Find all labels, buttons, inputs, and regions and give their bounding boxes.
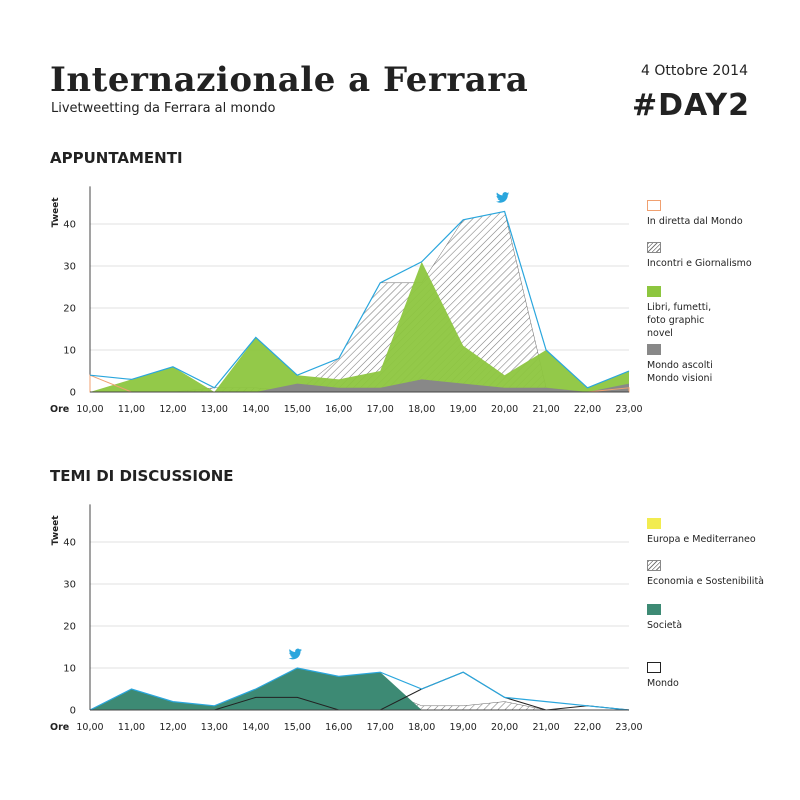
x-tick-label: 22,00: [574, 722, 601, 733]
y-tick-label: 20: [63, 304, 76, 315]
x-axis-label: Ore: [50, 722, 69, 733]
legend-label: Libri, fumetti, foto graphic novel: [647, 302, 712, 339]
series-area-societ-: [90, 668, 629, 710]
page-subtitle: Livetweetting da Ferrara al mondo: [51, 101, 276, 116]
x-tick-label: 13,00: [201, 722, 228, 733]
y-tick-label: 0: [70, 388, 76, 399]
legend-label: Incontri e Giornalismo: [647, 258, 752, 269]
section-title-appuntamenti: APPUNTAMENTI: [50, 149, 183, 167]
legend-item-mondo-ascolti-mondo-visioni: Mondo ascolti Mondo visioni: [647, 344, 727, 385]
x-tick-label: 23,00: [615, 722, 642, 733]
y-tick-label: 30: [63, 262, 76, 273]
legend-label: In diretta dal Mondo: [647, 216, 743, 227]
legend-label: Società: [647, 620, 683, 631]
day-hashtag: #DAY2: [632, 88, 750, 123]
x-tick-label: 21,00: [532, 404, 559, 415]
twitter-bird-icon: [288, 648, 302, 660]
x-tick-label: 12,00: [159, 404, 186, 415]
legend-swatch: [647, 560, 661, 571]
total-tweets-line: [89, 667, 630, 711]
legend-swatch: [647, 604, 661, 615]
chart-temi-di-discussione: Tweet 0 10 20 30 40 Ore 10,00 11,00 12,00 13,00 14,…: [50, 504, 643, 733]
x-tick-label: 18,00: [408, 404, 435, 415]
x-tick-label: 23,00: [615, 404, 642, 415]
x-tick-label: 15,00: [284, 404, 311, 415]
x-tick-label: 20,00: [491, 722, 518, 733]
x-tick-label: 20,00: [491, 404, 518, 415]
y-tick-label: 30: [63, 580, 76, 591]
legend-item-libri-fumetti-foto-graphic-novel: Libri, fumetti, foto graphic novel: [647, 286, 727, 340]
series-area-mondo-ascolti-mondo-visioni: [90, 379, 629, 392]
legend-item-incontri-e-giornalismo: Incontri e Giornalismo: [647, 242, 752, 270]
section-title-temi: TEMI DI DISCUSSIONE: [50, 467, 234, 485]
legend-swatch: [647, 200, 661, 211]
y-axis-label: Tweet: [51, 515, 61, 546]
x-tick-label: 14,00: [242, 722, 269, 733]
x-tick-label: 19,00: [450, 722, 477, 733]
legend-item-in-diretta-dal-mondo: In diretta dal Mondo: [647, 200, 743, 228]
twitter-bird-icon: [496, 192, 510, 203]
y-tick-label: 20: [63, 622, 76, 633]
legend-item-economia-e-sostenibilit-: Economia e Sostenibilità: [647, 560, 764, 588]
legend-swatch: [647, 518, 661, 529]
y-tick-label: 0: [70, 706, 76, 717]
x-tick-label: 12,00: [159, 722, 186, 733]
x-tick-label: 15,00: [284, 722, 311, 733]
x-axis-label: Ore: [50, 404, 69, 415]
x-tick-label: 14,00: [242, 404, 269, 415]
legend-label: Economia e Sostenibilità: [647, 576, 764, 587]
x-tick-label: 11,00: [118, 722, 145, 733]
y-tick-label: 10: [63, 346, 76, 357]
x-tick-label: 11,00: [118, 404, 145, 415]
legend-swatch: [647, 344, 661, 355]
date-label: 4 Ottobre 2014: [641, 63, 748, 79]
x-tick-label: 17,00: [367, 722, 394, 733]
page-title: Internazionale a Ferrara: [50, 60, 529, 100]
series-area-libri-fumetti-foto-graphic-novel: [90, 261, 629, 392]
legend-label: Mondo ascolti Mondo visioni: [647, 360, 713, 384]
legend-item-europa-e-mediterraneo: Europa e Mediterraneo: [647, 518, 756, 546]
x-tick-label: 13,00: [201, 404, 228, 415]
y-axis-label: Tweet: [51, 197, 61, 228]
x-tick-label: 22,00: [574, 404, 601, 415]
chart-appuntamenti: Tweet 0 10 20 30 40 Ore 10,00 11,00 12,00 13,00 14,…: [50, 186, 643, 415]
x-tick-label: 16,00: [325, 404, 352, 415]
x-tick-label: 18,00: [408, 722, 435, 733]
x-tick-label: 10,00: [76, 404, 103, 415]
legend-label: Mondo: [647, 678, 679, 689]
x-tick-label: 10,00: [76, 722, 103, 733]
legend-item-mondo: Mondo: [647, 662, 679, 690]
x-tick-label: 21,00: [532, 722, 559, 733]
y-tick-label: 40: [63, 538, 76, 549]
x-tick-label: 16,00: [325, 722, 352, 733]
legend-item-societ-: Società: [647, 604, 682, 632]
legend-swatch: [647, 286, 661, 297]
y-tick-label: 10: [63, 664, 76, 675]
legend-swatch: [647, 242, 661, 253]
y-tick-label: 40: [63, 220, 76, 231]
x-tick-label: 17,00: [367, 404, 394, 415]
total-tweets-line: [89, 210, 630, 389]
legend-swatch: [647, 662, 661, 673]
x-tick-label: 19,00: [450, 404, 477, 415]
legend-label: Europa e Mediterraneo: [647, 534, 756, 545]
